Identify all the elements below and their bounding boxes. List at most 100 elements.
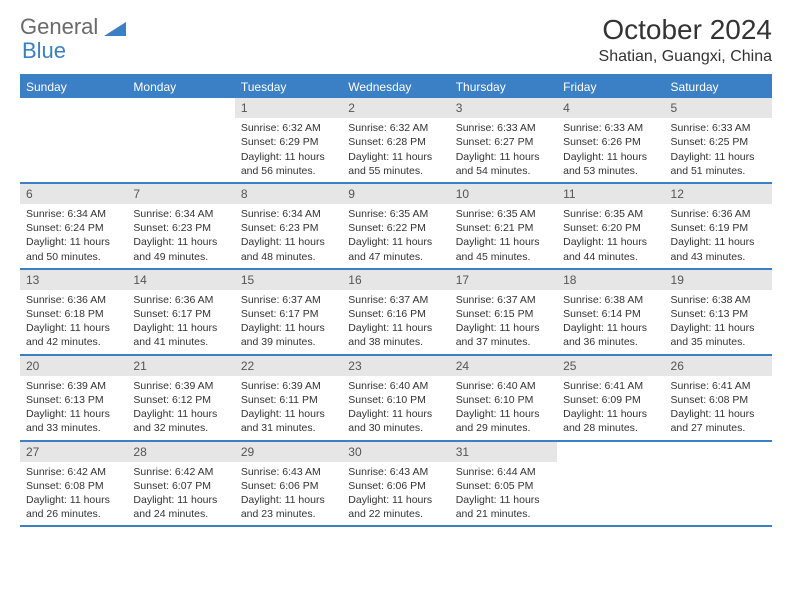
day-number: 20 (20, 356, 127, 376)
day-cell: 27Sunrise: 6:42 AMSunset: 6:08 PMDayligh… (20, 442, 127, 526)
weekday-header: Monday (127, 76, 234, 98)
weekday-header: Thursday (450, 76, 557, 98)
day-details: Sunrise: 6:32 AMSunset: 6:28 PMDaylight:… (342, 118, 449, 182)
day-cell: 20Sunrise: 6:39 AMSunset: 6:13 PMDayligh… (20, 356, 127, 440)
week-row: 20Sunrise: 6:39 AMSunset: 6:13 PMDayligh… (20, 356, 772, 442)
day-cell: 3Sunrise: 6:33 AMSunset: 6:27 PMDaylight… (450, 98, 557, 182)
day-cell: 16Sunrise: 6:37 AMSunset: 6:16 PMDayligh… (342, 270, 449, 354)
day-cell: 7Sunrise: 6:34 AMSunset: 6:23 PMDaylight… (127, 184, 234, 268)
empty-cell (20, 98, 127, 182)
weekday-header-row: SundayMondayTuesdayWednesdayThursdayFrid… (20, 76, 772, 98)
day-cell: 24Sunrise: 6:40 AMSunset: 6:10 PMDayligh… (450, 356, 557, 440)
day-cell: 10Sunrise: 6:35 AMSunset: 6:21 PMDayligh… (450, 184, 557, 268)
day-number: 10 (450, 184, 557, 204)
weekday-header: Sunday (20, 76, 127, 98)
day-details: Sunrise: 6:35 AMSunset: 6:21 PMDaylight:… (450, 204, 557, 268)
weekday-header: Friday (557, 76, 664, 98)
day-cell: 23Sunrise: 6:40 AMSunset: 6:10 PMDayligh… (342, 356, 449, 440)
day-cell: 15Sunrise: 6:37 AMSunset: 6:17 PMDayligh… (235, 270, 342, 354)
day-details: Sunrise: 6:43 AMSunset: 6:06 PMDaylight:… (342, 462, 449, 526)
day-details: Sunrise: 6:35 AMSunset: 6:22 PMDaylight:… (342, 204, 449, 268)
day-details: Sunrise: 6:44 AMSunset: 6:05 PMDaylight:… (450, 462, 557, 526)
day-cell: 12Sunrise: 6:36 AMSunset: 6:19 PMDayligh… (665, 184, 772, 268)
week-row: 13Sunrise: 6:36 AMSunset: 6:18 PMDayligh… (20, 270, 772, 356)
day-number: 4 (557, 98, 664, 118)
day-cell: 22Sunrise: 6:39 AMSunset: 6:11 PMDayligh… (235, 356, 342, 440)
day-details: Sunrise: 6:37 AMSunset: 6:15 PMDaylight:… (450, 290, 557, 354)
header: General October 2024 Shatian, Guangxi, C… (20, 14, 772, 66)
day-number: 23 (342, 356, 449, 376)
day-cell: 30Sunrise: 6:43 AMSunset: 6:06 PMDayligh… (342, 442, 449, 526)
title-block: October 2024 Shatian, Guangxi, China (599, 14, 772, 66)
day-number: 2 (342, 98, 449, 118)
day-number: 19 (665, 270, 772, 290)
day-details: Sunrise: 6:36 AMSunset: 6:18 PMDaylight:… (20, 290, 127, 354)
logo-text-1: General (20, 14, 98, 40)
day-number: 29 (235, 442, 342, 462)
weekday-header: Wednesday (342, 76, 449, 98)
day-cell: 5Sunrise: 6:33 AMSunset: 6:25 PMDaylight… (665, 98, 772, 182)
logo-text-2: Blue (22, 38, 66, 64)
day-number: 8 (235, 184, 342, 204)
location: Shatian, Guangxi, China (599, 48, 772, 66)
day-number: 11 (557, 184, 664, 204)
day-number: 26 (665, 356, 772, 376)
day-number: 18 (557, 270, 664, 290)
day-cell: 8Sunrise: 6:34 AMSunset: 6:23 PMDaylight… (235, 184, 342, 268)
day-number: 28 (127, 442, 234, 462)
day-number: 7 (127, 184, 234, 204)
day-cell: 6Sunrise: 6:34 AMSunset: 6:24 PMDaylight… (20, 184, 127, 268)
day-number: 3 (450, 98, 557, 118)
logo: General (20, 14, 128, 40)
day-details: Sunrise: 6:33 AMSunset: 6:26 PMDaylight:… (557, 118, 664, 182)
day-cell: 1Sunrise: 6:32 AMSunset: 6:29 PMDaylight… (235, 98, 342, 182)
day-details: Sunrise: 6:37 AMSunset: 6:16 PMDaylight:… (342, 290, 449, 354)
day-cell: 28Sunrise: 6:42 AMSunset: 6:07 PMDayligh… (127, 442, 234, 526)
weekday-header: Saturday (665, 76, 772, 98)
day-cell: 19Sunrise: 6:38 AMSunset: 6:13 PMDayligh… (665, 270, 772, 354)
day-cell: 2Sunrise: 6:32 AMSunset: 6:28 PMDaylight… (342, 98, 449, 182)
day-cell: 4Sunrise: 6:33 AMSunset: 6:26 PMDaylight… (557, 98, 664, 182)
day-cell: 11Sunrise: 6:35 AMSunset: 6:20 PMDayligh… (557, 184, 664, 268)
day-number: 22 (235, 356, 342, 376)
day-details: Sunrise: 6:34 AMSunset: 6:24 PMDaylight:… (20, 204, 127, 268)
empty-cell (557, 442, 664, 526)
day-cell: 29Sunrise: 6:43 AMSunset: 6:06 PMDayligh… (235, 442, 342, 526)
day-details: Sunrise: 6:36 AMSunset: 6:19 PMDaylight:… (665, 204, 772, 268)
day-cell: 25Sunrise: 6:41 AMSunset: 6:09 PMDayligh… (557, 356, 664, 440)
day-cell: 21Sunrise: 6:39 AMSunset: 6:12 PMDayligh… (127, 356, 234, 440)
day-number: 15 (235, 270, 342, 290)
calendar: SundayMondayTuesdayWednesdayThursdayFrid… (20, 74, 772, 527)
day-details: Sunrise: 6:43 AMSunset: 6:06 PMDaylight:… (235, 462, 342, 526)
day-details: Sunrise: 6:33 AMSunset: 6:25 PMDaylight:… (665, 118, 772, 182)
day-details: Sunrise: 6:39 AMSunset: 6:12 PMDaylight:… (127, 376, 234, 440)
day-number: 17 (450, 270, 557, 290)
day-cell: 31Sunrise: 6:44 AMSunset: 6:05 PMDayligh… (450, 442, 557, 526)
logo-triangle-icon (104, 18, 126, 36)
day-details: Sunrise: 6:40 AMSunset: 6:10 PMDaylight:… (450, 376, 557, 440)
day-details: Sunrise: 6:39 AMSunset: 6:13 PMDaylight:… (20, 376, 127, 440)
day-number: 31 (450, 442, 557, 462)
day-number: 1 (235, 98, 342, 118)
day-details: Sunrise: 6:35 AMSunset: 6:20 PMDaylight:… (557, 204, 664, 268)
day-number: 25 (557, 356, 664, 376)
day-details: Sunrise: 6:32 AMSunset: 6:29 PMDaylight:… (235, 118, 342, 182)
day-number: 5 (665, 98, 772, 118)
week-row: 6Sunrise: 6:34 AMSunset: 6:24 PMDaylight… (20, 184, 772, 270)
day-number: 16 (342, 270, 449, 290)
day-details: Sunrise: 6:42 AMSunset: 6:07 PMDaylight:… (127, 462, 234, 526)
day-details: Sunrise: 6:34 AMSunset: 6:23 PMDaylight:… (235, 204, 342, 268)
day-number: 21 (127, 356, 234, 376)
day-details: Sunrise: 6:38 AMSunset: 6:13 PMDaylight:… (665, 290, 772, 354)
week-row: 1Sunrise: 6:32 AMSunset: 6:29 PMDaylight… (20, 98, 772, 184)
day-cell: 9Sunrise: 6:35 AMSunset: 6:22 PMDaylight… (342, 184, 449, 268)
empty-cell (127, 98, 234, 182)
day-number: 6 (20, 184, 127, 204)
empty-cell (665, 442, 772, 526)
day-number: 27 (20, 442, 127, 462)
week-row: 27Sunrise: 6:42 AMSunset: 6:08 PMDayligh… (20, 442, 772, 528)
weeks-container: 1Sunrise: 6:32 AMSunset: 6:29 PMDaylight… (20, 98, 772, 527)
day-details: Sunrise: 6:37 AMSunset: 6:17 PMDaylight:… (235, 290, 342, 354)
day-cell: 26Sunrise: 6:41 AMSunset: 6:08 PMDayligh… (665, 356, 772, 440)
day-details: Sunrise: 6:41 AMSunset: 6:09 PMDaylight:… (557, 376, 664, 440)
